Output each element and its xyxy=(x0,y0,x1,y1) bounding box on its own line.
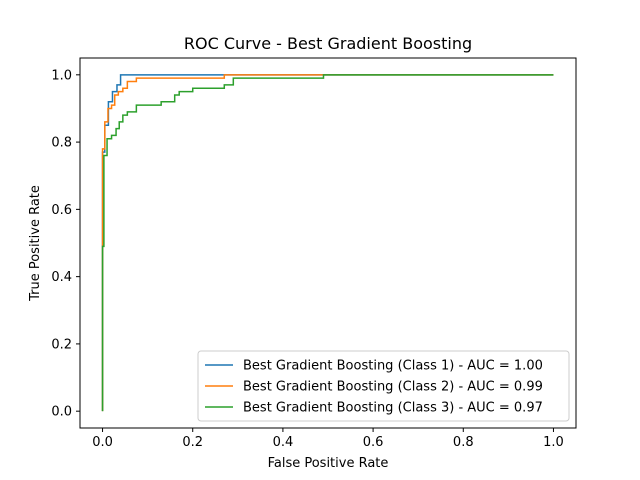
legend-box xyxy=(197,350,570,422)
x-tick-label: 0.4 xyxy=(273,435,294,450)
series-line-class-3 xyxy=(101,74,554,412)
y-tick-label: 1.0 xyxy=(51,68,72,83)
y-tick-label: 0.0 xyxy=(51,405,72,420)
legend: Best Gradient Boosting (Class 1) - AUC =… xyxy=(197,350,570,422)
series-line-class-2 xyxy=(101,74,554,412)
series-layer xyxy=(101,74,554,412)
y-axis: 0.0 0.2 0.4 0.6 0.8 1.0 xyxy=(51,68,80,420)
legend-label-class-3: Best Gradient Boosting (Class 3) - AUC =… xyxy=(243,401,543,416)
y-tick-label: 0.2 xyxy=(51,337,72,352)
y-tick-label: 0.8 xyxy=(51,136,72,151)
y-tick-label: 0.4 xyxy=(51,270,72,285)
x-axis-label: False Positive Rate xyxy=(268,456,389,471)
x-tick-label: 0.8 xyxy=(453,435,474,450)
x-tick-label: 0.6 xyxy=(363,435,384,450)
x-tick-label: 0.2 xyxy=(182,435,203,450)
chart-title: ROC Curve - Best Gradient Boosting xyxy=(184,34,472,53)
plot-frame xyxy=(79,57,577,429)
y-tick-label: 0.6 xyxy=(51,203,72,218)
legend-label-class-2: Best Gradient Boosting (Class 2) - AUC =… xyxy=(243,380,543,395)
y-axis-label: True Positive Rate xyxy=(28,185,43,302)
x-tick-label: 0.0 xyxy=(92,435,113,450)
x-axis: 0.0 0.2 0.4 0.6 0.8 1.0 xyxy=(92,428,564,450)
legend-label-class-1: Best Gradient Boosting (Class 1) - AUC =… xyxy=(243,359,543,374)
x-tick-label: 1.0 xyxy=(543,435,564,450)
